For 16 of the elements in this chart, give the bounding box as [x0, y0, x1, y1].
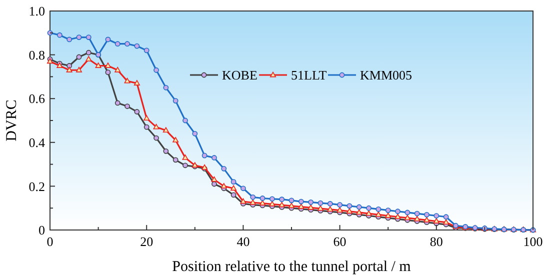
legend-label: KOBE	[222, 68, 258, 83]
y-tick-label: 0.2	[28, 178, 45, 194]
x-tick-label: 60	[333, 234, 346, 249]
y-axis-title: DVRC	[4, 100, 20, 142]
x-tick-label: 40	[236, 234, 250, 249]
x-tick-label: 20	[140, 234, 154, 249]
y-tick-label: 0.4	[28, 134, 46, 150]
legend-label: KMM005	[360, 68, 412, 83]
y-tick-label: 1.0	[28, 4, 45, 19]
x-axis-title: Position relative to the tunnel portal / m	[172, 259, 412, 275]
x-tick-label: 100	[523, 234, 543, 249]
x-tick-label: 80	[430, 234, 443, 249]
y-tick-label: 0	[38, 222, 45, 238]
legend-label: 51LLT	[291, 68, 327, 83]
y-tick-label: 0.8	[28, 47, 45, 62]
y-tick-label: 0.6	[28, 91, 46, 106]
